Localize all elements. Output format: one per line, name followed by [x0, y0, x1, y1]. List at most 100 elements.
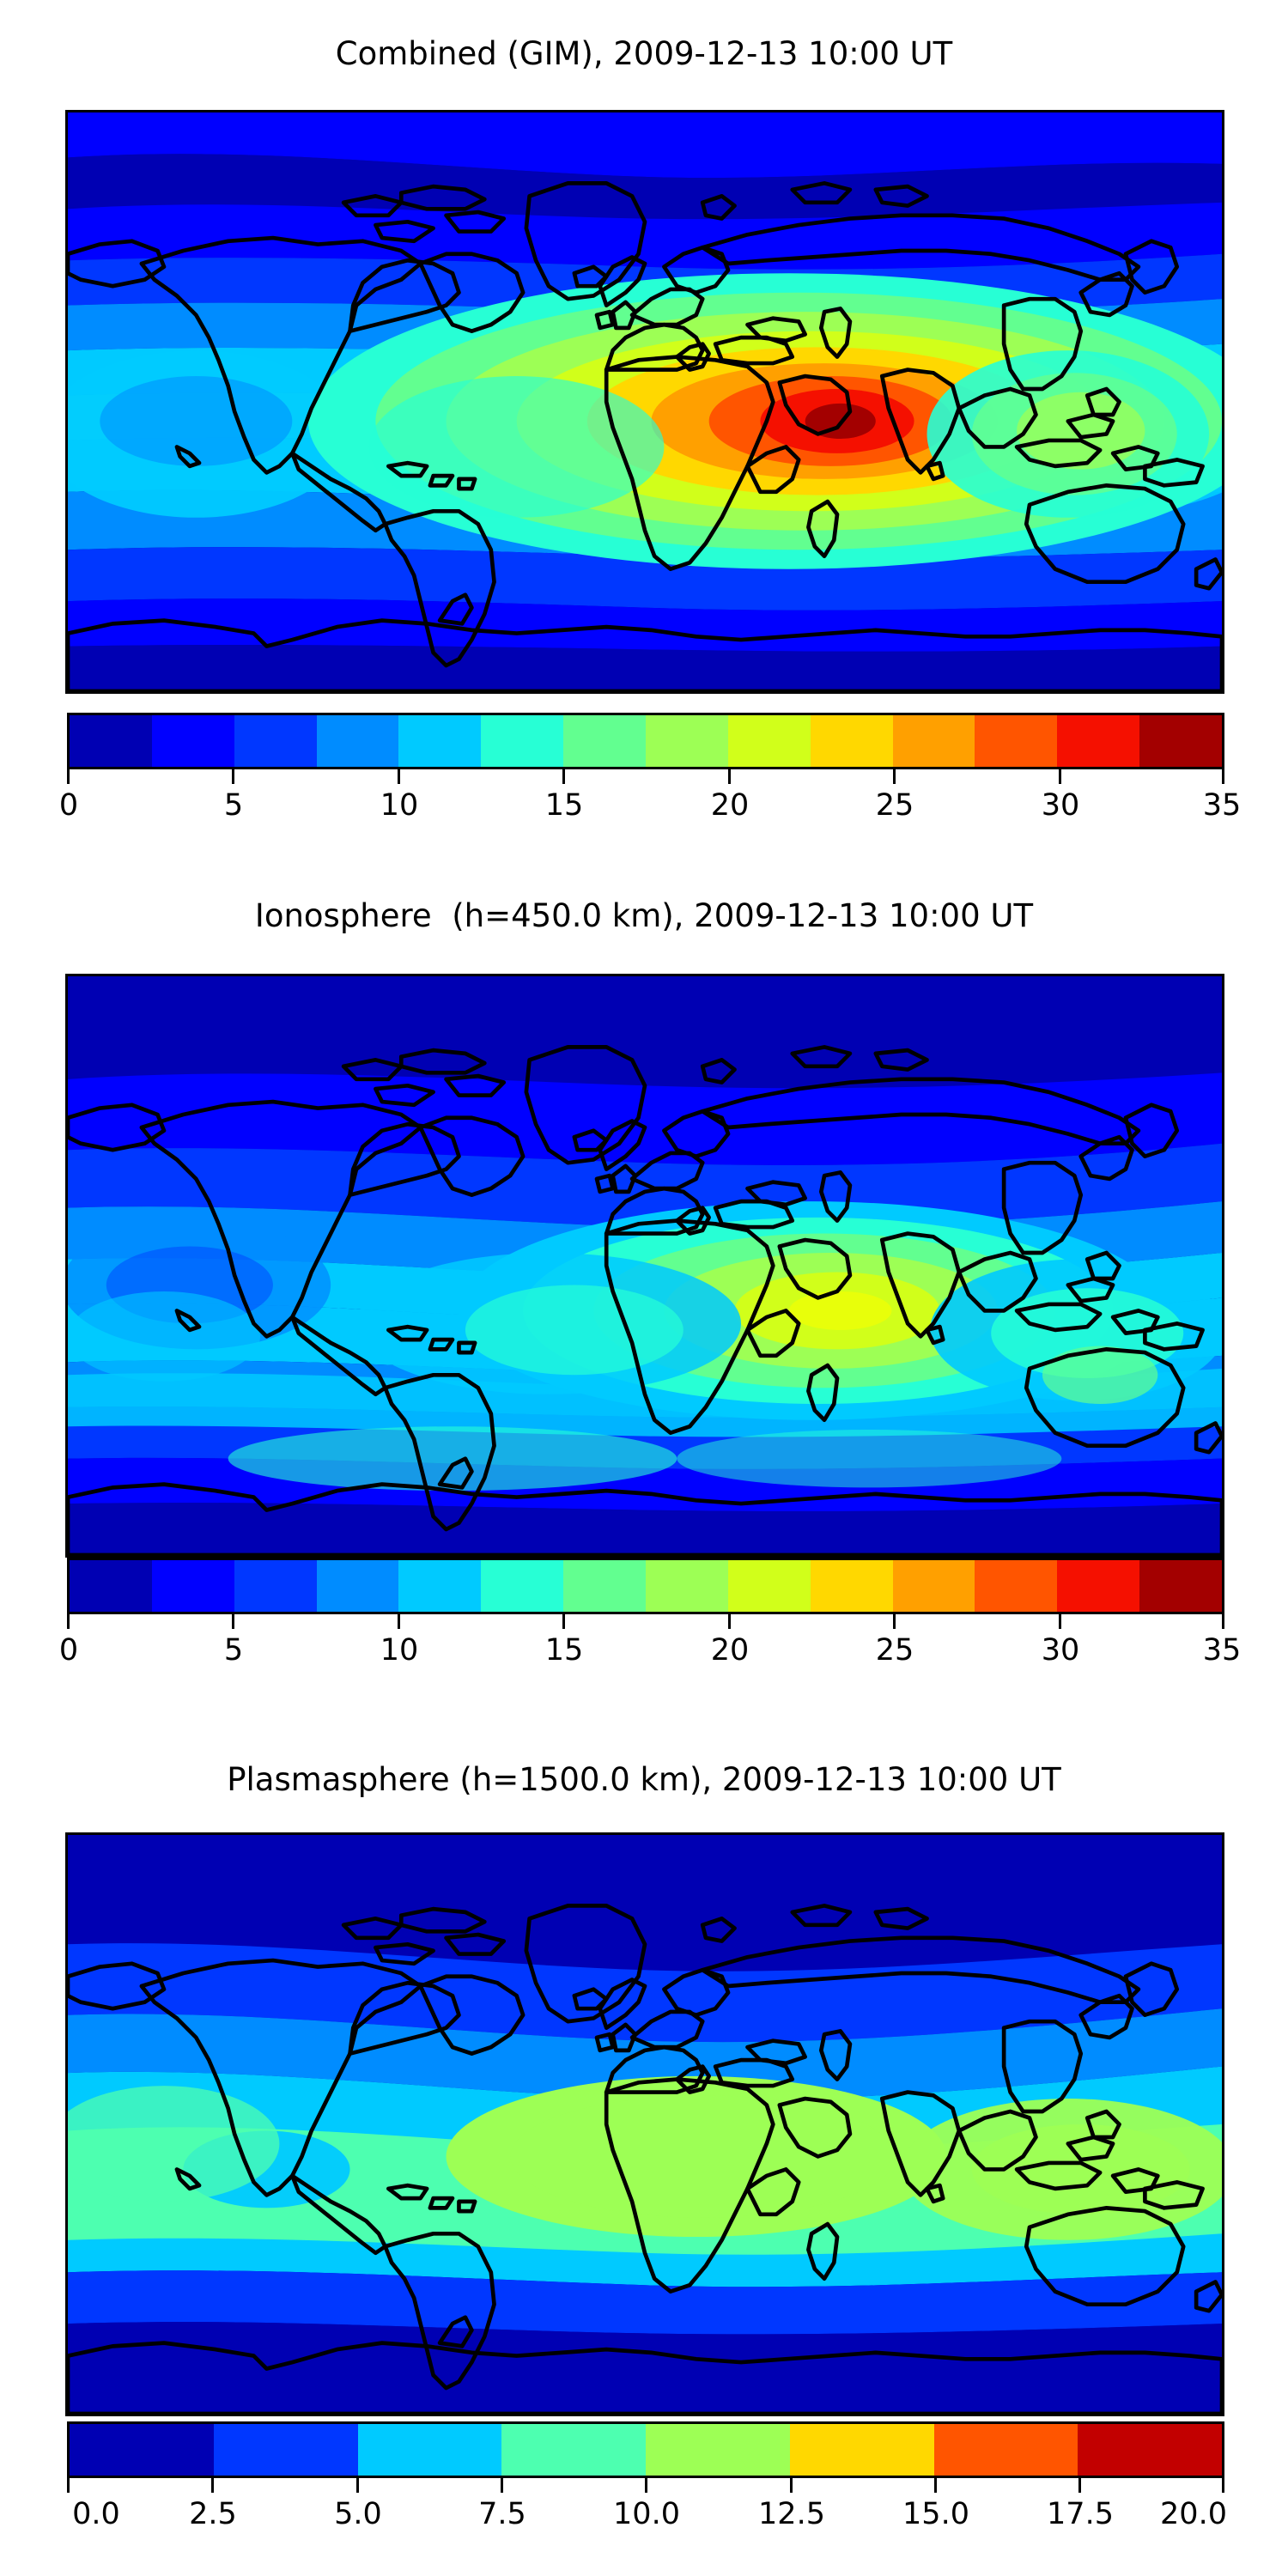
cbar-tick-label: 20 [710, 788, 750, 823]
cbar-tick [562, 1614, 565, 1629]
cbar-tick [1222, 769, 1224, 784]
cbar-tick [67, 1614, 70, 1629]
cbar-tick [728, 1614, 731, 1629]
cbar-tick-label: 35 [1202, 1633, 1242, 1668]
cbar-band [646, 1560, 728, 1612]
cbar-band [1057, 1560, 1140, 1612]
cbar-tick [67, 769, 70, 784]
cbar-tick-label: 20 [710, 1633, 750, 1668]
cbar-band [933, 2424, 1078, 2476]
cbar-tick-label: 5.0 [334, 2497, 382, 2531]
cbar-tick [232, 769, 234, 784]
cbar-band [316, 1560, 399, 1612]
panel-title-combined-gim: Combined (GIM), 2009-12-13 10:00 UT [335, 35, 953, 72]
cbar-band [1078, 2424, 1222, 2476]
cbar-tick [1059, 1614, 1061, 1629]
map-svg-plasmasphere [68, 1835, 1222, 2414]
cbar-tick-label: 35 [1202, 788, 1242, 823]
cbar-tick-label: 30 [1041, 1633, 1080, 1668]
colorbar-ticks-ionosphere: 0 5 10 15 20 25 30 35 [59, 1614, 1241, 1674]
cbar-band [1139, 715, 1222, 767]
coastlines [68, 181, 1222, 691]
cbar-tick-label: 25 [875, 788, 914, 823]
cbar-band [234, 1560, 317, 1612]
cbar-tick [1059, 769, 1061, 784]
cbar-band [398, 1560, 482, 1612]
cbar-band [1139, 1560, 1222, 1612]
cbar-band [481, 1560, 564, 1612]
cbar-tick [934, 2478, 937, 2493]
cbar-tick-label: 0.0 [72, 2497, 120, 2531]
coastlines [68, 1045, 1222, 1555]
cbar-tick-label: 25 [875, 1633, 914, 1668]
colorbar-ionosphere[interactable] [67, 1558, 1224, 1614]
map-ionosphere [65, 974, 1224, 1558]
cbar-tick [501, 2478, 503, 2493]
cbar-tick-label: 15.0 [902, 2497, 969, 2531]
cbar-band [975, 1560, 1058, 1612]
cbar-tick [893, 1614, 896, 1629]
cbar-tick-label: 7.5 [478, 2497, 526, 2531]
cbar-band [646, 715, 728, 767]
colorbar-combined[interactable] [67, 713, 1224, 769]
cbar-tick [232, 1614, 234, 1629]
cbar-tick [356, 2478, 359, 2493]
map-plasmasphere [65, 1832, 1224, 2416]
cbar-tick-label: 12.5 [758, 2497, 825, 2531]
map-svg-combined [68, 112, 1222, 691]
map-svg-ionosphere [68, 976, 1222, 1555]
cbar-band [727, 1560, 811, 1612]
cbar-tick [645, 2478, 647, 2493]
cbar-band [789, 2424, 934, 2476]
cbar-band [398, 715, 482, 767]
cbar-tick [398, 1614, 400, 1629]
cbar-tick-label: 0 [58, 1633, 79, 1668]
cbar-band [810, 1560, 893, 1612]
cbar-tick-label: 2.5 [189, 2497, 237, 2531]
cbar-band [810, 715, 893, 767]
cbar-band [501, 2424, 646, 2476]
cbar-band [213, 2424, 358, 2476]
panel-title-plasmasphere: Plasmasphere (h=1500.0 km), 2009-12-13 1… [227, 1761, 1061, 1798]
colorbar-wrap-combined: 0 5 10 15 20 25 30 35 [0, 0, 1288, 859]
colorbar-plasmasphere[interactable] [67, 2421, 1224, 2478]
cbar-tick-label: 10.0 [613, 2497, 680, 2531]
cbar-band [481, 715, 564, 767]
cbar-tick [893, 769, 896, 784]
cbar-tick-label: 5 [223, 788, 244, 823]
colorbar-ticks-plasmasphere: 0.0 2.5 5.0 7.5 10.0 12.5 15.0 17.5 20.0 [67, 2478, 1227, 2538]
cbar-tick [1222, 2478, 1224, 2493]
cbar-band [1057, 715, 1140, 767]
cbar-band [151, 1560, 234, 1612]
panel-plasmasphere: Plasmasphere (h=1500.0 km), 2009-12-13 1… [0, 1735, 1288, 2576]
cbar-band [975, 715, 1058, 767]
cbar-band [151, 715, 234, 767]
cbar-band [316, 715, 399, 767]
colorbar-wrap-plasmasphere: 0.0 2.5 5.0 7.5 10.0 12.5 15.0 17.5 20.0 [0, 1735, 1288, 2576]
cbar-tick [398, 769, 400, 784]
panel-combined-gim: Combined (GIM), 2009-12-13 10:00 UT [0, 0, 1288, 859]
cbar-band [727, 715, 811, 767]
cbar-tick-label: 30 [1041, 788, 1080, 823]
cbar-tick-label: 10 [380, 1633, 419, 1668]
cbar-band [70, 1560, 152, 1612]
cbar-tick-label: 15 [544, 1633, 584, 1668]
cbar-tick-label: 5 [223, 1633, 244, 1668]
coastlines [68, 1904, 1222, 2414]
cbar-tick-label: 0 [58, 788, 79, 823]
cbar-tick [1078, 2478, 1081, 2493]
map-combined-gim [65, 110, 1224, 694]
cbar-band [892, 715, 975, 767]
cbar-tick-label: 10 [380, 788, 419, 823]
cbar-band [357, 2424, 502, 2476]
cbar-tick [790, 2478, 793, 2493]
cbar-band [563, 1560, 647, 1612]
cbar-tick-label: 15 [544, 788, 584, 823]
colorbar-wrap-ionosphere: 0 5 10 15 20 25 30 35 [0, 859, 1288, 1735]
cbar-tick-label: 20.0 [1160, 2497, 1227, 2531]
cbar-tick [1222, 1614, 1224, 1629]
panel-title-ionosphere: Ionosphere (h=450.0 km), 2009-12-13 10:0… [254, 897, 1034, 934]
colorbar-ticks-combined: 0 5 10 15 20 25 30 35 [59, 769, 1241, 829]
cbar-band [892, 1560, 975, 1612]
